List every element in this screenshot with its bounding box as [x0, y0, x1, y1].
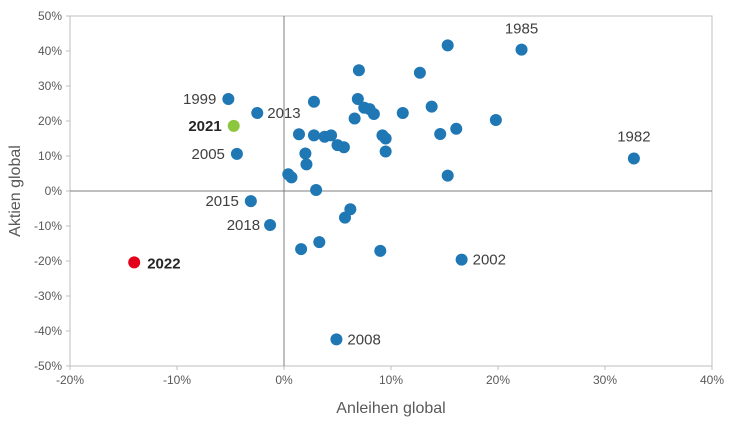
data-point — [352, 64, 365, 77]
y-tick-label: -10% — [34, 219, 62, 233]
data-point — [128, 256, 141, 269]
data-label: 2018 — [227, 217, 260, 234]
data-point — [425, 100, 438, 113]
x-tick-label: 10% — [379, 373, 403, 387]
y-tick-label: 40% — [38, 44, 62, 58]
y-tick-label: -50% — [34, 359, 62, 373]
data-point — [307, 129, 320, 142]
y-tick-label: 10% — [38, 149, 62, 163]
data-point — [441, 169, 454, 182]
data-point — [367, 108, 380, 120]
y-tick-label: 50% — [38, 9, 62, 23]
data-label: 1985 — [505, 21, 538, 38]
data-point — [264, 218, 277, 231]
data-point — [351, 92, 364, 105]
y-tick-label: -30% — [34, 289, 62, 303]
data-point — [450, 122, 463, 135]
data-point — [292, 128, 305, 141]
data-point — [227, 119, 240, 132]
x-tick-label: 20% — [486, 373, 510, 387]
data-point — [285, 171, 298, 184]
data-label: 2013 — [267, 105, 300, 122]
data-point — [325, 129, 338, 142]
y-tick-label: 0% — [45, 184, 63, 198]
data-label: 2005 — [192, 146, 225, 163]
data-point — [379, 132, 392, 145]
data-point — [313, 236, 326, 249]
data-label: 2021 — [188, 118, 221, 135]
data-point — [489, 113, 502, 126]
y-tick-label: -40% — [34, 324, 62, 338]
data-point — [310, 183, 323, 196]
data-point — [515, 43, 528, 56]
data-label: 2022 — [147, 255, 180, 272]
data-label: 2008 — [347, 331, 380, 348]
data-point — [379, 145, 392, 158]
x-axis-title: Anleihen global — [336, 400, 445, 417]
x-tick-label: 30% — [593, 373, 617, 387]
y-tick-label: 30% — [38, 79, 62, 93]
data-point — [337, 141, 350, 154]
data-point — [251, 106, 264, 119]
data-point — [244, 195, 257, 208]
data-point — [307, 95, 320, 108]
y-axis-title: Aktien global — [7, 145, 24, 237]
data-point — [627, 152, 640, 165]
data-point — [413, 66, 426, 79]
data-point — [299, 147, 312, 160]
y-tick-label: 20% — [38, 114, 62, 128]
x-tick-label: -10% — [163, 373, 191, 387]
data-point — [300, 158, 313, 171]
data-point — [222, 92, 235, 105]
data-point — [434, 127, 447, 140]
y-tick-label: -20% — [34, 254, 62, 268]
data-point — [455, 253, 468, 266]
data-point — [230, 147, 243, 160]
x-tick-label: 0% — [275, 373, 293, 387]
data-point — [295, 243, 308, 256]
data-point — [330, 333, 343, 346]
x-tick-label: -20% — [56, 373, 84, 387]
x-tick-label: 40% — [700, 373, 724, 387]
data-point — [396, 106, 409, 119]
data-point — [374, 244, 387, 257]
data-point — [441, 39, 454, 52]
data-label: 1999 — [183, 91, 216, 108]
data-point — [348, 112, 361, 125]
data-label: 2015 — [205, 193, 238, 210]
data-label: 2002 — [473, 252, 506, 269]
data-label: 1982 — [617, 128, 650, 145]
data-point — [338, 211, 351, 224]
